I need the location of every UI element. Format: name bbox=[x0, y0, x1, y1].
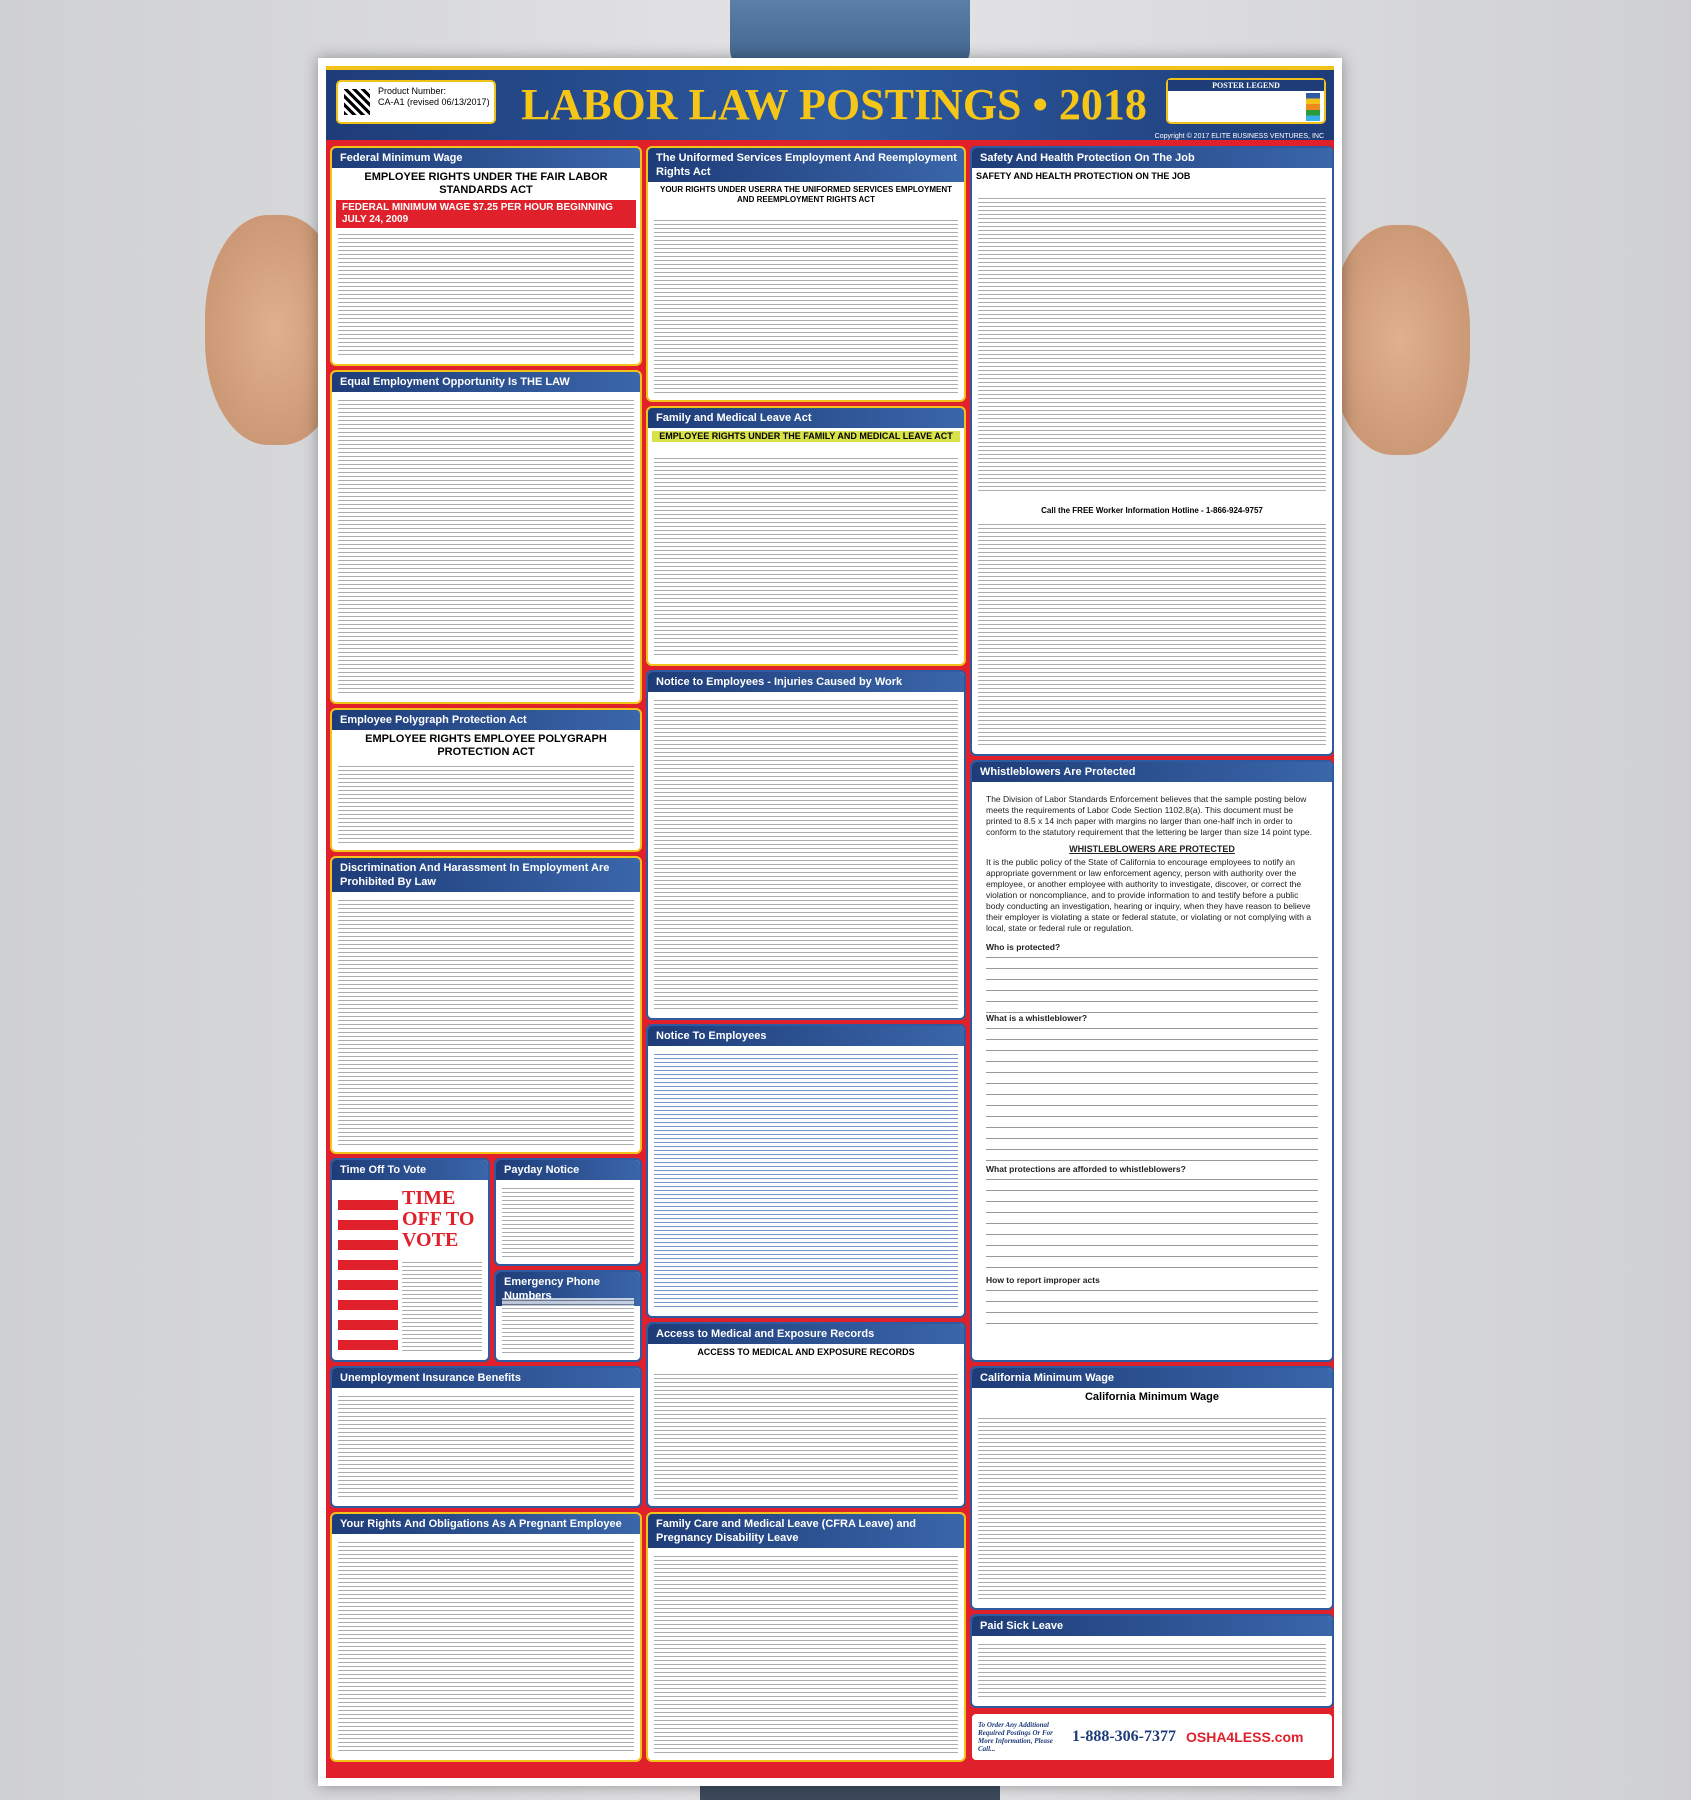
policy-text: It is the public policy of the State of … bbox=[986, 857, 1312, 933]
section-text bbox=[338, 232, 634, 358]
order-text: To Order Any Additional Required Posting… bbox=[978, 1721, 1053, 1753]
section-text bbox=[338, 398, 634, 696]
hotline-text: Call the FREE Worker Information Hotline… bbox=[978, 506, 1326, 516]
section-title: Notice to Employees - Injuries Caused by… bbox=[648, 672, 964, 692]
whistleblower-text: The Division of Labor Standards Enforcem… bbox=[986, 790, 1318, 1326]
section-text bbox=[338, 1394, 634, 1500]
section-notice-to-employees: Notice To Employees bbox=[646, 1024, 966, 1318]
section-medical-records: Access to Medical and Exposure Records A… bbox=[646, 1322, 966, 1508]
right-hand bbox=[1330, 225, 1470, 455]
section-title: Federal Minimum Wage bbox=[332, 148, 640, 168]
section-cfra: Family Care and Medical Leave (CFRA Leav… bbox=[646, 1512, 966, 1762]
section-pregnant-employee: Your Rights And Obligations As A Pregnan… bbox=[330, 1512, 642, 1762]
order-phone: 1-888-306-7377 bbox=[1072, 1728, 1176, 1745]
section-text bbox=[978, 1642, 1326, 1700]
section-discrimination: Discrimination And Harassment In Employm… bbox=[330, 856, 642, 1154]
section-title: Equal Employment Opportunity Is THE LAW bbox=[332, 372, 640, 392]
section-heading: SAFETY AND HEALTH PROTECTION ON THE JOB bbox=[976, 171, 1328, 182]
section-title: Access to Medical and Exposure Records bbox=[648, 1324, 964, 1344]
section-text bbox=[338, 898, 634, 1146]
section-title: Discrimination And Harassment In Employm… bbox=[332, 858, 640, 892]
legend-title: POSTER LEGEND bbox=[1168, 80, 1324, 91]
section-heading: EMPLOYEE RIGHTS EMPLOYEE POLYGRAPH PROTE… bbox=[336, 733, 636, 759]
poster-legend: POSTER LEGEND bbox=[1166, 78, 1326, 124]
section-paid-sick-leave: Paid Sick Leave bbox=[970, 1614, 1334, 1708]
section-text bbox=[978, 196, 1326, 492]
section-title: Your Rights And Obligations As A Pregnan… bbox=[332, 1514, 640, 1534]
section-heading: ACCESS TO MEDICAL AND EXPOSURE RECORDS bbox=[652, 1347, 960, 1358]
product-number-box: Product Number: CA-A1 (revised 06/13/201… bbox=[336, 80, 496, 124]
district-offices-list bbox=[978, 522, 1326, 748]
section-text bbox=[502, 1186, 634, 1258]
section-title: Family and Medical Leave Act bbox=[648, 408, 964, 428]
section-text bbox=[402, 1260, 482, 1354]
section-text bbox=[654, 698, 958, 1012]
ballot-box-icon bbox=[338, 1200, 398, 1350]
section-eeo: Equal Employment Opportunity Is THE LAW bbox=[330, 370, 642, 704]
section-text bbox=[338, 1540, 634, 1754]
question-what-whistleblower: What is a whistleblower? bbox=[986, 1013, 1088, 1023]
section-title: Notice To Employees bbox=[648, 1026, 964, 1046]
section-fmla: Family and Medical Leave Act EMPLOYEE RI… bbox=[646, 406, 966, 666]
section-text bbox=[978, 1416, 1326, 1602]
poster-header: Product Number: CA-A1 (revised 06/13/201… bbox=[326, 66, 1334, 144]
poster-title: LABOR LAW POSTINGS • 2018 bbox=[521, 80, 1147, 129]
labor-law-poster: Product Number: CA-A1 (revised 06/13/201… bbox=[318, 58, 1342, 1786]
section-heading: YOUR RIGHTS UNDER USERRA THE UNIFORMED S… bbox=[652, 185, 960, 205]
section-time-off-to-vote: Time Off To Vote TIME OFF TO VOTE bbox=[330, 1158, 490, 1362]
product-number: CA-A1 (revised 06/13/2017) bbox=[378, 97, 490, 107]
section-federal-minimum-wage: Federal Minimum Wage EMPLOYEE RIGHTS UND… bbox=[330, 146, 642, 366]
question-how-to-report: How to report improper acts bbox=[986, 1275, 1100, 1285]
section-whistleblowers: Whistleblowers Are Protected The Divisio… bbox=[970, 760, 1334, 1362]
section-text bbox=[654, 1052, 958, 1310]
section-payday-notice: Payday Notice bbox=[494, 1158, 642, 1266]
section-text bbox=[654, 218, 958, 394]
section-text bbox=[338, 764, 634, 844]
section-title: Unemployment Insurance Benefits bbox=[332, 1368, 640, 1388]
section-ca-minimum-wage: California Minimum Wage California Minim… bbox=[970, 1366, 1334, 1610]
copyright: Copyright © 2017 ELITE BUSINESS VENTURES… bbox=[1154, 133, 1324, 140]
section-title: Safety And Health Protection On The Job bbox=[972, 148, 1332, 168]
section-heading: EMPLOYEE RIGHTS UNDER THE FAIR LABOR STA… bbox=[336, 171, 636, 197]
section-text bbox=[654, 456, 958, 658]
section-heading: TIME OFF TO VOTE bbox=[402, 1187, 475, 1251]
minimum-wage-bar: FEDERAL MINIMUM WAGE $7.25 PER HOUR BEGI… bbox=[336, 200, 636, 228]
qr-code-icon bbox=[344, 89, 370, 115]
section-title: Family Care and Medical Leave (CFRA Leav… bbox=[648, 1514, 964, 1548]
section-heading: California Minimum Wage bbox=[976, 1391, 1328, 1404]
section-text bbox=[654, 1554, 958, 1754]
section-emergency-phone: Emergency Phone Numbers bbox=[494, 1270, 642, 1362]
section-title: Whistleblowers Are Protected bbox=[972, 762, 1332, 782]
osha4less-logo: OSHA4LESS.com bbox=[1185, 1729, 1304, 1745]
section-polygraph: Employee Polygraph Protection Act EMPLOY… bbox=[330, 708, 642, 852]
section-text bbox=[502, 1298, 634, 1354]
section-title: Time Off To Vote bbox=[332, 1160, 488, 1180]
section-heading: EMPLOYEE RIGHTS UNDER THE FAMILY AND MED… bbox=[652, 431, 960, 442]
section-title: California Minimum Wage bbox=[972, 1368, 1332, 1388]
order-footer-row: To Order Any Additional Required Posting… bbox=[978, 1718, 1326, 1756]
legend-swatches bbox=[1306, 93, 1320, 121]
section-title: Employee Polygraph Protection Act bbox=[332, 710, 640, 730]
section-unemployment: Unemployment Insurance Benefits bbox=[330, 1366, 642, 1508]
section-safety-health: Safety And Health Protection On The Job … bbox=[970, 146, 1334, 756]
order-footer: To Order Any Additional Required Posting… bbox=[970, 1712, 1334, 1762]
section-title: The Uniformed Services Employment And Re… bbox=[648, 148, 964, 182]
section-userra: The Uniformed Services Employment And Re… bbox=[646, 146, 966, 402]
section-title: Payday Notice bbox=[496, 1160, 640, 1180]
question-protections: What protections are afforded to whistle… bbox=[986, 1164, 1186, 1174]
section-injuries: Notice to Employees - Injuries Caused by… bbox=[646, 670, 966, 1020]
section-text bbox=[654, 1372, 958, 1500]
question-who-protected: Who is protected? bbox=[986, 942, 1061, 952]
product-label: Product Number: bbox=[378, 86, 447, 96]
intro-text: The Division of Labor Standards Enforcem… bbox=[986, 794, 1313, 837]
section-heading: WHISTLEBLOWERS ARE PROTECTED bbox=[1069, 844, 1235, 854]
section-title: Paid Sick Leave bbox=[972, 1616, 1332, 1636]
